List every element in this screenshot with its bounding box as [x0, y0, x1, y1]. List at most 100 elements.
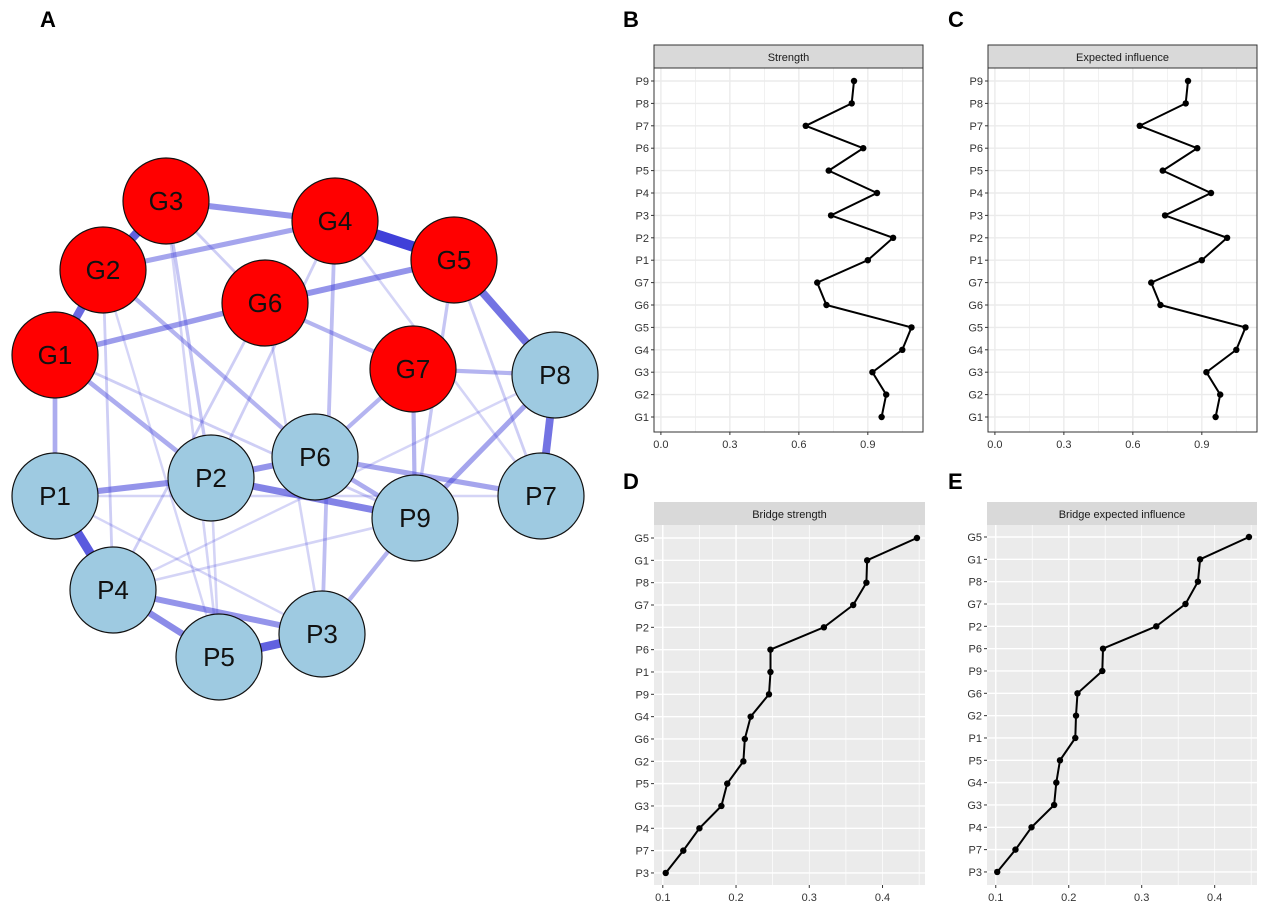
- panel-label-e: E: [948, 469, 963, 494]
- data-point-G6: [1157, 301, 1164, 309]
- node-circle: [175, 613, 263, 701]
- data-point-G4: [747, 713, 754, 720]
- x-tick-label: 0.9: [1194, 439, 1209, 451]
- node-label: G1: [38, 340, 73, 370]
- x-tick-label: 0.3: [1056, 439, 1071, 451]
- chart-panel-b: G1 G2 G3 G4 G5 G6 G7 P1 P2 P3 P4 P5 P6 P7 P8 P9 0.0 0.3 0.…: [634, 44, 924, 451]
- data-point-P1: [1072, 734, 1079, 742]
- node-label: P7: [525, 481, 557, 511]
- data-point-G7: [1148, 279, 1155, 286]
- data-point-P6: [860, 145, 867, 152]
- data-point-P8: [1194, 578, 1202, 585]
- data-point-P5: [825, 167, 832, 174]
- node-P7: P7: [497, 452, 585, 540]
- y-tick-label-P3: P3: [636, 210, 649, 222]
- data-point-G3: [1050, 801, 1058, 809]
- edge-P4-P9: [112, 516, 416, 592]
- x-tick-label: 0.1: [655, 892, 670, 904]
- data-point-G3: [1203, 369, 1210, 376]
- series-line: [996, 536, 1250, 873]
- data-point-G5: [1245, 533, 1253, 541]
- y-tick-label-P6: P6: [636, 143, 649, 155]
- y-tick-label-P1: P1: [636, 667, 649, 679]
- data-point-G2: [883, 391, 890, 398]
- data-point-P4: [1028, 824, 1035, 831]
- network-graph: G1 G2 G3 G4 G5 G6 G7 P1 P2 P3 P4 P5 P6 P7 P8 P9: [11, 157, 599, 701]
- data-point-P2: [1153, 623, 1160, 630]
- data-point-P4: [696, 825, 703, 832]
- node-G1: G1: [11, 311, 99, 399]
- data-point-P6: [767, 646, 774, 653]
- y-tick-label-G1: G1: [967, 554, 982, 566]
- data-point-G5: [1242, 324, 1249, 331]
- plot-background: [987, 525, 1257, 885]
- x-tick-label: 0.3: [722, 439, 737, 451]
- y-tick-label-G3: G3: [634, 801, 649, 813]
- data-point-P9: [765, 691, 773, 698]
- y-tick-label-G5: G5: [634, 322, 649, 334]
- data-point-P4: [873, 189, 881, 197]
- data-point-G3: [869, 369, 876, 376]
- x-tick-label: 0.4: [1207, 892, 1222, 904]
- data-point-G1: [1212, 413, 1219, 421]
- node-label: G2: [86, 255, 121, 285]
- node-label: P6: [299, 442, 331, 472]
- edge-G4-P2: [209, 220, 337, 479]
- node-G6: G6: [221, 259, 309, 347]
- y-tick-label-P9: P9: [636, 689, 649, 701]
- node-label: P1: [39, 481, 71, 511]
- y-tick-label-G7: G7: [634, 278, 649, 290]
- centrality-charts: G1 G2 G3 G4 G5 G6 G7 P1 P2 P3 P4 P5 P6 P7 P8 P9 0.0 0.3 0.…: [634, 44, 1258, 904]
- node-circle: [122, 157, 210, 245]
- x-tick-label: 0.3: [1134, 892, 1149, 904]
- node-label: P5: [203, 642, 235, 672]
- node-circle: [11, 311, 99, 399]
- plot-background: [654, 525, 925, 885]
- data-point-G3: [718, 802, 725, 810]
- data-point-P4: [1207, 189, 1215, 197]
- data-point-P6: [1099, 645, 1107, 652]
- panel-border: [653, 44, 924, 433]
- panel-label-b: B: [623, 7, 639, 32]
- data-point-P7: [1136, 122, 1143, 129]
- node-G7: G7: [369, 325, 457, 413]
- y-tick-label-G2: G2: [634, 756, 649, 768]
- chart-panel-c: G1 G2 G3 G4 G5 G6 G7 P1 P2 P3 P4 P5 P6 P7 P8 P9 0.0 0.3 0.…: [968, 44, 1258, 451]
- node-P8: P8: [511, 331, 599, 419]
- series-line: [803, 80, 913, 418]
- node-label: P3: [306, 619, 338, 649]
- y-tick-label-G1: G1: [634, 555, 649, 567]
- y-tick-label-P3: P3: [636, 868, 649, 880]
- node-circle: [511, 331, 599, 419]
- data-point-P8: [863, 579, 870, 586]
- data-point-G7: [814, 279, 821, 286]
- data-point-G6: [741, 735, 749, 743]
- y-tick-label-G4: G4: [967, 778, 982, 790]
- x-tick-label: 0.6: [791, 439, 806, 451]
- node-G2: G2: [59, 226, 147, 314]
- node-label: G6: [248, 288, 283, 318]
- y-tick-label-P1: P1: [970, 255, 983, 267]
- chart-panel-e: P3 P7 P4 G3 G4 P5 P1 G2 G6 P9 P6 P2 G7 P8 G1 G5 0.1 0.2 0.…: [967, 502, 1257, 904]
- y-tick-label-P9: P9: [970, 76, 983, 88]
- data-point-G7: [850, 601, 857, 609]
- data-point-P2: [820, 624, 828, 631]
- y-tick-label-P7: P7: [970, 121, 983, 133]
- y-tick-label-G5: G5: [967, 532, 982, 544]
- data-point-P1: [1198, 257, 1206, 264]
- node-G5: G5: [410, 216, 498, 304]
- y-tick-label-P8: P8: [969, 577, 982, 589]
- y-tick-label-G5: G5: [634, 533, 649, 545]
- node-P5: P5: [175, 613, 263, 701]
- data-point-G1: [878, 413, 885, 421]
- node-circle: [271, 413, 359, 501]
- node-circle: [410, 216, 498, 304]
- node-label: P9: [399, 503, 431, 533]
- y-tick-label-P8: P8: [636, 98, 649, 110]
- y-tick-label-P5: P5: [636, 166, 649, 178]
- y-tick-label-P4: P4: [970, 188, 983, 200]
- data-point-P5: [1056, 757, 1064, 764]
- data-point-G4: [899, 346, 906, 353]
- edge-G3-P2: [164, 200, 213, 479]
- chart-title: Expected influence: [1076, 52, 1169, 64]
